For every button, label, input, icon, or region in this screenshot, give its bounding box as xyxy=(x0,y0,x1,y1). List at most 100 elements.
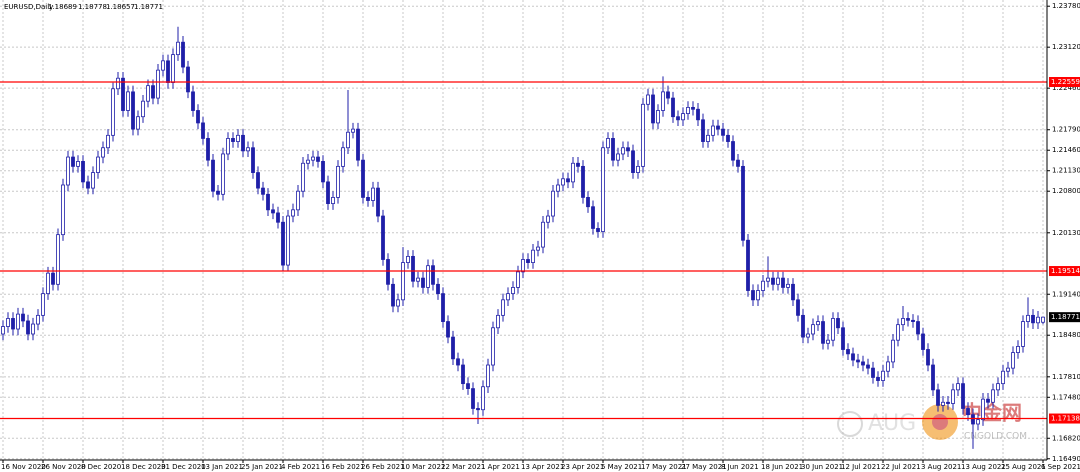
candle-body xyxy=(716,125,720,130)
candle-body xyxy=(381,215,385,260)
candle-body xyxy=(661,91,665,111)
x-tick-label: 26 Feb 2021 xyxy=(361,463,405,471)
candle-body xyxy=(771,277,775,285)
candle-body xyxy=(776,277,780,285)
candle-body xyxy=(756,290,760,301)
candle-body xyxy=(401,262,405,301)
candle-body xyxy=(451,336,455,360)
candle-body xyxy=(961,383,965,409)
candle-body xyxy=(136,116,140,130)
candle-body xyxy=(751,290,755,301)
candle-body xyxy=(306,159,310,164)
candle-body xyxy=(36,314,40,325)
x-tick-label: 12 Jul 2021 xyxy=(841,463,881,471)
candle-body xyxy=(466,383,470,390)
candle-body xyxy=(221,153,225,195)
candle-body xyxy=(686,106,690,115)
x-tick-label: 30 Jun 2021 xyxy=(801,463,843,471)
candle-body xyxy=(431,265,435,285)
candle-body xyxy=(311,156,315,161)
y-tick-label: 1.23120 xyxy=(1052,43,1080,51)
x-tick-label: 18 Jun 2021 xyxy=(761,463,803,471)
candle-body xyxy=(411,255,415,282)
candle-body xyxy=(51,272,55,285)
candle-body xyxy=(6,318,10,327)
candle-body xyxy=(236,134,240,142)
candle-body xyxy=(66,156,70,186)
candle-body xyxy=(636,165,640,173)
candle-body xyxy=(251,147,255,173)
header-low: 1.18657 xyxy=(106,3,135,11)
y-tick-label: 1.21790 xyxy=(1052,126,1080,134)
candle-body xyxy=(856,359,860,363)
candle-body xyxy=(416,277,420,282)
candle-body xyxy=(1026,314,1030,322)
x-tick-label: 13 Apr 2021 xyxy=(521,463,564,471)
x-tick-label: 18 Dec 2020 xyxy=(121,463,166,471)
candle-body xyxy=(46,272,50,295)
candle-body xyxy=(496,314,500,329)
candle-body xyxy=(886,361,890,372)
candle-body xyxy=(86,181,90,189)
level-tag xyxy=(1049,266,1080,277)
candle-body xyxy=(866,364,870,369)
candle-body xyxy=(1016,345,1020,354)
candle-body xyxy=(1006,367,1010,372)
candle-body xyxy=(346,131,350,149)
candle-body xyxy=(936,389,940,406)
candle-body xyxy=(901,318,905,326)
candle-body xyxy=(21,313,25,322)
candle-body xyxy=(371,187,375,201)
candle-body xyxy=(301,162,305,192)
candle-body xyxy=(61,184,65,236)
candle-body xyxy=(11,318,15,330)
candle-body xyxy=(386,259,390,285)
candle-body xyxy=(981,398,985,421)
grid-layer xyxy=(0,0,1047,460)
candle-body xyxy=(156,69,160,99)
x-tick-label: 1 Apr 2021 xyxy=(481,463,520,471)
candle-body xyxy=(761,280,765,291)
candle-body xyxy=(991,389,995,403)
x-tick-label: 8 Jun 2021 xyxy=(721,463,759,471)
x-tick-label: 4 Feb 2021 xyxy=(281,463,320,471)
brand-icon-inner xyxy=(932,414,948,430)
candle-body xyxy=(726,134,730,142)
candle-body xyxy=(626,147,630,152)
candle-body xyxy=(481,386,485,411)
candle-body xyxy=(701,119,705,142)
candle-body xyxy=(261,187,265,195)
candle-body xyxy=(596,228,600,232)
candle-body xyxy=(746,239,750,291)
watermark-logo: AUG xyxy=(868,411,916,436)
x-tick-label: 8 Dec 2020 xyxy=(81,463,121,471)
candle-body xyxy=(161,60,165,71)
candle-body xyxy=(721,128,725,136)
candle-body xyxy=(781,277,785,288)
candle-body xyxy=(786,283,790,288)
y-tick-label: 1.23780 xyxy=(1052,2,1080,10)
y-tick-label: 1.16490 xyxy=(1052,455,1080,463)
candle-body xyxy=(586,197,590,208)
candle-body xyxy=(181,41,185,68)
candle-body xyxy=(226,138,230,155)
watermark: AUG 中金网 CNGOLD.COM xyxy=(837,401,1027,442)
candle-body xyxy=(141,100,145,118)
candle-body xyxy=(26,320,30,335)
candle-body xyxy=(476,408,480,411)
symbol: EURUSD,Daily xyxy=(4,3,53,11)
candle-body xyxy=(511,287,515,295)
x-tick-label: 13 Jan 2021 xyxy=(201,463,243,471)
x-tick-label: 17 May 2021 xyxy=(641,463,687,471)
candle-body xyxy=(931,364,935,391)
candle-body xyxy=(521,259,525,273)
candle-body xyxy=(1001,370,1005,385)
candle-body xyxy=(506,293,510,301)
candle-body xyxy=(791,283,795,301)
candle-body xyxy=(971,414,975,425)
candle-body xyxy=(646,94,650,105)
candle-body xyxy=(526,259,530,263)
header-close: 1.18771 xyxy=(134,3,163,11)
